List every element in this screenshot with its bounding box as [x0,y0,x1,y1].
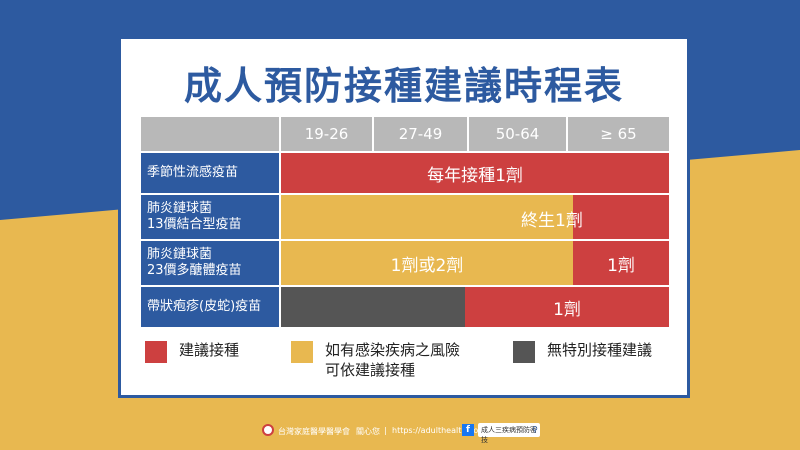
flu-recommend-bar: 每年接種1劑 [281,153,669,193]
legend-line: 無特別接種建議 [547,341,653,359]
ppv23-recommend-bar: 1劑 [573,241,669,285]
legend-line: 可依建議接種 [325,361,416,380]
facebook-icon[interactable]: f [462,424,474,436]
footer-divider: | [384,426,387,435]
zoster-bar-label: 1劑 [553,299,581,320]
age-header-50-64: 50-64 [469,117,566,151]
row-label-ppv23: 肺炎鏈球菌 23價多醣體疫苗 [141,241,279,285]
legend-swatch-risk [291,341,313,363]
zoster-recommend-bar: 1劑 [465,287,669,327]
age-header-65-plus: ≥ 65 [568,117,669,151]
legend-swatch-none [513,341,535,363]
page-title: 成人預防接種建議時程表 [183,64,624,108]
footer-url[interactable]: https://adulthealth.com.tw [392,426,499,435]
legend-swatch-recommend [145,341,167,363]
footer-org: 台灣家庭醫學醫學會 [278,427,350,436]
search-icon: ⚲ [532,425,538,434]
row-label-line: 23價多醣體疫苗 [147,263,242,278]
search-box-text: 成人三疾病預防密技 [481,426,537,444]
society-logo-icon [262,424,274,436]
row-label-flu: 季節性流感疫苗 [141,153,279,193]
ppv23-recommend-label: 1劑 [607,255,635,276]
row-label-pcv13: 肺炎鏈球菌 13價結合型疫苗 [141,195,279,239]
row-label-line: 季節性流感疫苗 [147,164,239,180]
age-header-27-49: 27-49 [374,117,467,151]
row-label-line: 13價結合型疫苗 [147,217,242,232]
ppv23-risk-label: 1劑或2劑 [390,255,464,276]
pcv13-bar-label: 終生1劑 [521,211,583,231]
search-box[interactable]: 成人三疾病預防密技 ⚲ [478,423,540,444]
row-label-line: 帶狀疱疹(皮蛇)疫苗 [147,298,262,314]
schedule-card: 成人預防接種建議時程表 19-26 27-49 50-64 ≥ 65 季節性流感… [118,36,690,398]
row-label-zoster: 帶狀疱疹(皮蛇)疫苗 [141,287,279,327]
legend-line: 建議接種 [179,341,240,359]
flu-bar-label: 每年接種1劑 [427,165,523,186]
legend-label-recommend: 建議接種 [179,340,239,360]
row-label-line: 肺炎鏈球菌 [147,200,213,216]
zoster-no-recommend-bar [281,287,465,327]
legend-label-none: 無特別接種建議 [547,340,652,360]
row-label-line: 肺炎鏈球菌 [147,246,213,262]
ppv23-risk-bar: 1劑或2劑 [281,241,573,285]
legend-label-risk: 如有感染疾病之風險 可依建議接種 [325,340,460,381]
legend-line: 如有感染疾病之風險 [325,341,461,359]
pcv13-risk-bar [281,195,573,239]
age-header-19-26: 19-26 [281,117,372,151]
header-blank [141,117,279,151]
footer-tagline: 關心您 [356,427,380,436]
footer-bar: 台灣家庭醫學醫學會 關心您 | https://adulthealth.com.… [0,420,800,444]
pcv13-recommend-bar [573,195,669,239]
